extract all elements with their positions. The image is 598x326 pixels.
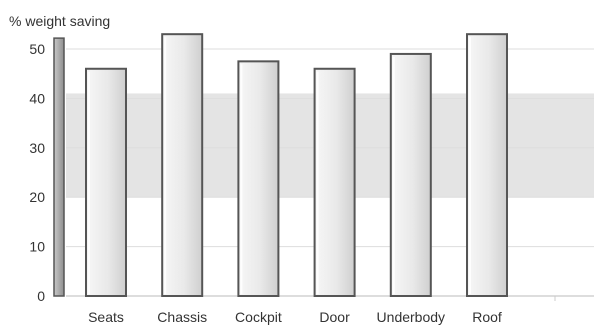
y-tick-label: 40 <box>29 90 45 106</box>
bar-body <box>237 60 280 297</box>
bar <box>161 33 204 298</box>
bar-body <box>313 67 356 298</box>
bar-body <box>161 33 204 298</box>
x-category-label: Underbody <box>377 309 446 325</box>
x-category-label-layer: Seats Chassis Cockpit Door Underbody Roof <box>88 309 502 325</box>
x-category-label: Chassis <box>157 309 207 325</box>
bar <box>389 52 432 297</box>
y-tick-label: 10 <box>29 239 45 255</box>
y-tick-label: 0 <box>37 288 45 304</box>
bar <box>237 60 280 297</box>
y-tick-label: 20 <box>29 189 45 205</box>
bar-body <box>389 52 432 297</box>
bar <box>85 67 127 298</box>
y-axis-post <box>53 37 65 297</box>
y-axis-post-layer <box>53 37 65 297</box>
x-category-label: Seats <box>88 309 124 325</box>
x-category-label: Roof <box>472 309 502 325</box>
bar-body <box>466 33 508 298</box>
bar-layer <box>85 33 508 298</box>
x-category-label: Door <box>319 309 350 325</box>
bar-body <box>85 67 127 298</box>
x-category-label: Cockpit <box>235 309 282 325</box>
y-tick-label: 50 <box>29 41 45 57</box>
y-axis-title: % weight saving <box>9 13 110 29</box>
bar <box>313 67 356 298</box>
y-tick-label: 30 <box>29 140 45 156</box>
y-tick-label-layer: 0 10 20 30 40 50 <box>29 41 45 304</box>
bar <box>466 33 508 298</box>
